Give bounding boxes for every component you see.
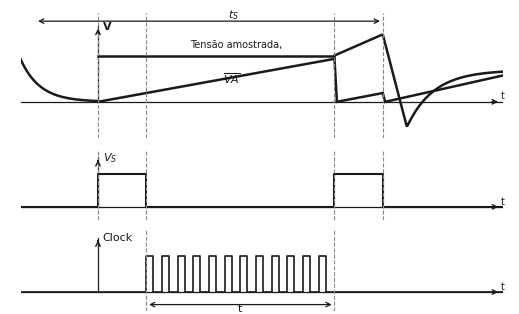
Text: t: t <box>501 91 505 101</box>
Text: V: V <box>103 22 112 32</box>
Text: t: t <box>238 304 242 314</box>
Text: Tensão amostrada,: Tensão amostrada, <box>190 40 282 50</box>
Text: $\overline{VA}$: $\overline{VA}$ <box>224 71 241 86</box>
Text: t: t <box>501 197 505 207</box>
Text: Clock: Clock <box>103 233 133 243</box>
Text: t: t <box>501 282 505 292</box>
Text: $t_S$: $t_S$ <box>228 8 239 22</box>
Text: $V_S$: $V_S$ <box>103 152 117 165</box>
